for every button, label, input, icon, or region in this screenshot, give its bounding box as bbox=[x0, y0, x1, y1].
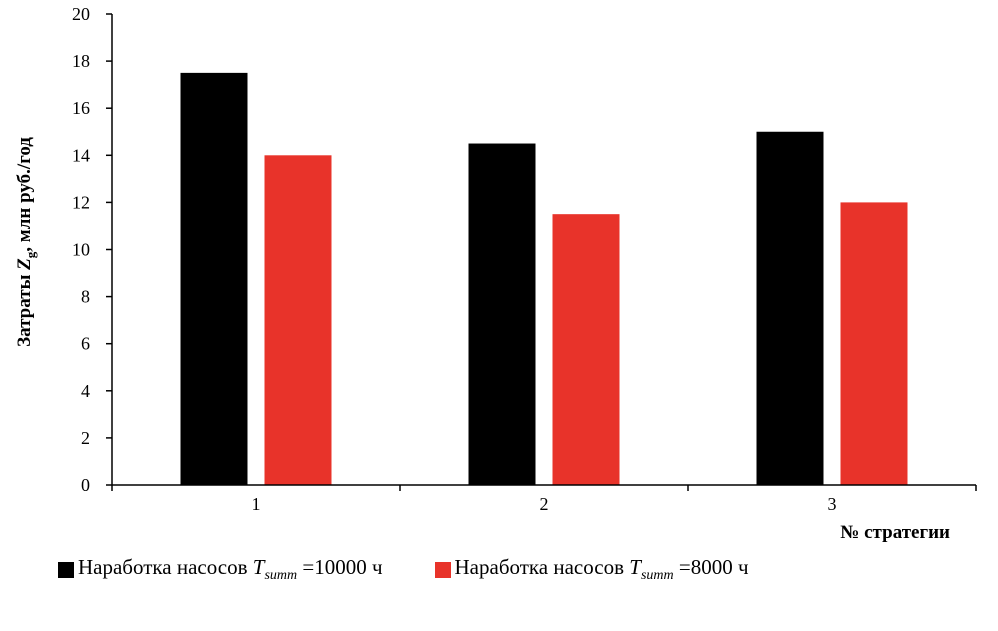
x-tick-label: 1 bbox=[252, 494, 261, 514]
x-axis-title: № стратегии bbox=[840, 522, 950, 543]
legend-item-10000: Наработка насосов Tsumm =10000 ч bbox=[58, 555, 383, 584]
y-tick-label: 6 bbox=[81, 334, 90, 354]
bar-series-1-cat-3 bbox=[756, 131, 824, 485]
legend-label: Наработка насосов Tsumm =10000 ч bbox=[78, 555, 383, 584]
legend-swatch-red bbox=[434, 561, 451, 578]
y-axis-title: Затраты Zg, млн руб./год bbox=[14, 137, 38, 347]
y-tick-label: 16 bbox=[72, 98, 90, 118]
y-tick-label: 14 bbox=[72, 145, 90, 165]
y-tick-label: 20 bbox=[72, 4, 90, 24]
y-tick-label: 8 bbox=[81, 287, 90, 307]
legend-item-8000: Наработка насосов Tsumm =8000 ч bbox=[434, 555, 749, 584]
bar-series-2-cat-1 bbox=[264, 155, 332, 486]
chart-legend: Наработка насосов Tsumm =10000 ч Наработ… bbox=[58, 555, 801, 584]
x-axis-ticks: 1 2 3 bbox=[111, 485, 977, 514]
y-tick-label: 18 bbox=[72, 51, 90, 71]
x-tick-label: 3 bbox=[828, 494, 837, 514]
y-tick-label: 0 bbox=[81, 475, 90, 495]
x-tick-label: 2 bbox=[540, 494, 549, 514]
bar-series-1-cat-2 bbox=[468, 143, 536, 485]
y-tick-label: 10 bbox=[72, 240, 90, 260]
y-tick-label: 2 bbox=[81, 428, 90, 448]
y-tick-label: 4 bbox=[81, 381, 90, 401]
y-axis-ticks: 0 2 4 6 8 10 12 14 16 18 20 bbox=[72, 4, 112, 495]
legend-swatch-black bbox=[58, 561, 74, 578]
y-tick-label: 12 bbox=[72, 192, 90, 212]
bar-series-2-cat-3 bbox=[840, 202, 908, 485]
legend-label: Наработка насосов Tsumm =8000 ч bbox=[454, 555, 749, 584]
bar-series-2-cat-2 bbox=[552, 214, 620, 486]
bar-series-1-cat-1 bbox=[180, 72, 248, 485]
chart-marks bbox=[180, 72, 908, 486]
